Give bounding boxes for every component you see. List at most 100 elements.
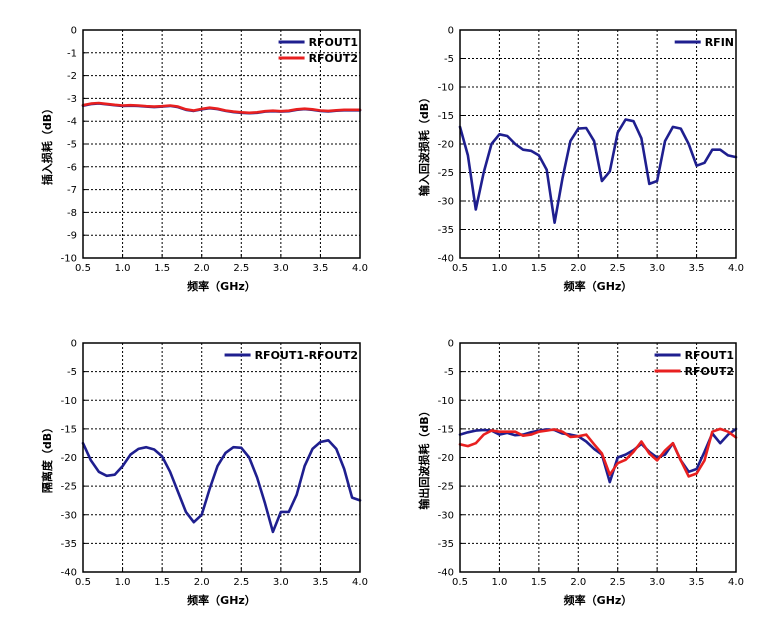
x-axis-title: 频率（GHz） bbox=[187, 593, 256, 607]
series-line-rfout1 bbox=[458, 427, 738, 484]
y-tick-label: -2 bbox=[67, 71, 77, 82]
y-tick-label: -40 bbox=[438, 254, 454, 265]
y-tick-label: -4 bbox=[67, 117, 77, 128]
legend-label: RFOUT2 bbox=[309, 52, 358, 65]
x-tick-label: 0.5 bbox=[452, 577, 468, 588]
legend-label: RFOUT2 bbox=[685, 365, 734, 378]
x-axis-title: 频率（GHz） bbox=[187, 279, 256, 293]
y-tick-label: -10 bbox=[61, 254, 77, 265]
legend-label: RFOUT1-RFOUT2 bbox=[255, 349, 358, 362]
x-tick-label: 4.0 bbox=[728, 577, 744, 588]
x-axis-title: 频率（GHz） bbox=[564, 593, 633, 607]
series-line-rfout2 bbox=[458, 427, 738, 478]
legend-label: RFIN bbox=[705, 36, 734, 49]
y-axis-title: 插入损耗（dB） bbox=[40, 103, 54, 185]
series-line-rfout2 bbox=[81, 101, 362, 115]
y-tick-label: -9 bbox=[67, 231, 77, 242]
y-tick-label: -5 bbox=[67, 140, 77, 151]
series-line-rfout1-rfout2 bbox=[81, 438, 362, 534]
x-tick-label: 3.5 bbox=[312, 577, 328, 588]
x-tick-label: 3.0 bbox=[649, 263, 665, 274]
x-tick-label: 3.0 bbox=[273, 263, 289, 274]
x-tick-label: 2.5 bbox=[610, 263, 626, 274]
x-tick-label: 3.5 bbox=[312, 263, 328, 274]
y-tick-label: -20 bbox=[438, 140, 454, 151]
legend: RFOUT1-RFOUT2 bbox=[224, 349, 358, 362]
legend: RFIN bbox=[674, 36, 734, 49]
x-tick-label: 2.0 bbox=[194, 577, 210, 588]
plot-frame bbox=[459, 342, 737, 573]
plot-frame bbox=[459, 29, 737, 259]
legend-label: RFOUT1 bbox=[685, 349, 734, 362]
x-tick-label: 1.5 bbox=[531, 577, 547, 588]
series-line-rfin bbox=[458, 118, 738, 224]
y-tick-label: -40 bbox=[438, 568, 454, 579]
y-tick-label: -35 bbox=[61, 539, 77, 550]
y-tick-label: -6 bbox=[67, 162, 77, 173]
x-tick-label: 1.5 bbox=[154, 263, 170, 274]
y-tick-label: -7 bbox=[67, 185, 77, 196]
x-tick-label: 0.5 bbox=[452, 263, 468, 274]
y-tick-label: -20 bbox=[438, 453, 454, 464]
x-tick-label: 2.0 bbox=[194, 263, 210, 274]
y-tick-label: -15 bbox=[61, 424, 77, 435]
x-tick-label: 4.0 bbox=[728, 263, 744, 274]
x-tick-label: 1.0 bbox=[491, 577, 507, 588]
x-tick-label: 3.5 bbox=[689, 577, 705, 588]
x-tick-label: 2.5 bbox=[610, 577, 626, 588]
x-tick-label: 2.0 bbox=[570, 263, 586, 274]
x-tick-label: 1.5 bbox=[531, 263, 547, 274]
x-tick-label: 1.0 bbox=[115, 263, 131, 274]
x-tick-label: 3.0 bbox=[649, 577, 665, 588]
chart-panel-2: 0.5 1.0 1.5 2.0 2.5 3.0 3.5 4.0 0 -5 -10 -15 -20 -25 -… bbox=[417, 26, 744, 294]
x-tick-label: 0.5 bbox=[75, 577, 91, 588]
y-axis-title: 输入回波损耗（dB） bbox=[417, 92, 431, 196]
x-tick-label: 1.0 bbox=[491, 263, 507, 274]
x-tick-label: 2.0 bbox=[570, 577, 586, 588]
y-tick-label: -35 bbox=[438, 539, 454, 550]
legend: RFOUT1 RFOUT2 bbox=[654, 349, 734, 378]
y-tick-label: -20 bbox=[61, 453, 77, 464]
y-tick-label: -25 bbox=[61, 482, 77, 493]
y-tick-label: -15 bbox=[438, 111, 454, 122]
y-tick-label: -1 bbox=[67, 48, 77, 59]
y-axis-title: 输出回波损耗（dB） bbox=[417, 405, 431, 509]
y-tick-label: -35 bbox=[438, 225, 454, 236]
chart-panel-4: 0.5 1.0 1.5 2.0 2.5 3.0 3.5 4.0 0 -5 -10 -15 -20 -25 -… bbox=[417, 339, 744, 608]
y-tick-label: 0 bbox=[448, 339, 454, 350]
y-axis-title: 隔离度（dB） bbox=[40, 422, 54, 493]
y-tick-label: -30 bbox=[438, 510, 454, 521]
y-tick-label: 0 bbox=[71, 26, 77, 37]
x-tick-label: 3.0 bbox=[273, 577, 289, 588]
y-tick-label: -30 bbox=[61, 510, 77, 521]
legend-label: RFOUT1 bbox=[309, 36, 358, 49]
y-tick-label: -10 bbox=[61, 396, 77, 407]
y-tick-label: -30 bbox=[438, 197, 454, 208]
plot-frame bbox=[82, 29, 361, 259]
x-tick-label: 2.5 bbox=[233, 577, 249, 588]
y-tick-label: 0 bbox=[448, 26, 454, 37]
y-tick-label: -5 bbox=[67, 367, 77, 378]
y-tick-label: -3 bbox=[67, 94, 77, 105]
y-tick-label: -10 bbox=[438, 83, 454, 94]
x-tick-label: 1.0 bbox=[115, 577, 131, 588]
y-tick-label: -40 bbox=[61, 568, 77, 579]
y-tick-label: 0 bbox=[71, 339, 77, 350]
plot-frame bbox=[82, 342, 361, 573]
chart-panel-1: 0.5 1.0 1.5 2.0 2.5 3.0 3.5 4.0 0 -1 -2 -3 -4 -5 -6 -7 -… bbox=[40, 26, 368, 294]
x-tick-label: 4.0 bbox=[352, 263, 368, 274]
x-tick-label: 1.5 bbox=[154, 577, 170, 588]
legend: RFOUT1 RFOUT2 bbox=[278, 36, 358, 65]
x-axis-title: 频率（GHz） bbox=[564, 279, 633, 293]
y-tick-label: -5 bbox=[444, 54, 454, 65]
y-tick-label: -25 bbox=[438, 482, 454, 493]
x-tick-label: 0.5 bbox=[75, 263, 91, 274]
chart-panel-3: 0.5 1.0 1.5 2.0 2.5 3.0 3.5 4.0 0 -5 -10 -15 -20 -25 -… bbox=[40, 339, 368, 608]
y-tick-label: -10 bbox=[438, 396, 454, 407]
y-tick-label: -25 bbox=[438, 168, 454, 179]
x-tick-label: 3.5 bbox=[689, 263, 705, 274]
plot-area bbox=[83, 30, 360, 258]
y-tick-label: -8 bbox=[67, 208, 77, 219]
x-tick-label: 2.5 bbox=[233, 263, 249, 274]
